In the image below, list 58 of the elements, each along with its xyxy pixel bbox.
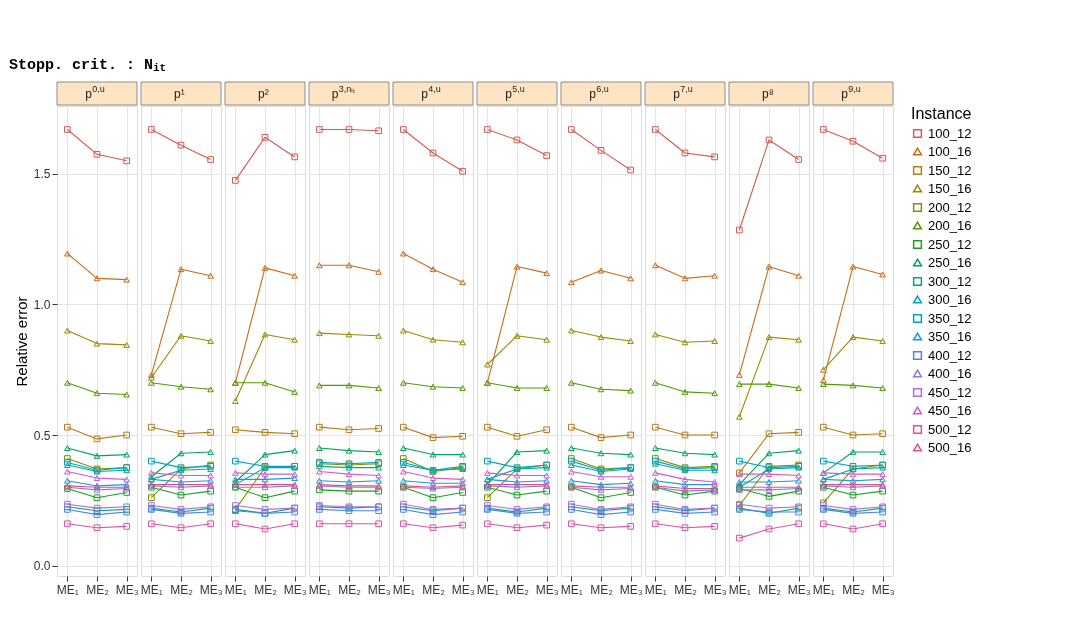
y-axis-title: Relative error [12, 296, 30, 387]
y-tick-label: 0.0 [33, 559, 51, 574]
legend-label: 100_16 [928, 143, 972, 159]
chart-subtitle: p⁸ [762, 87, 774, 101]
chart-subtitle: p² [258, 87, 269, 101]
x-tick-label: ME₃ [619, 582, 643, 597]
y-tick-label: 0.5 [33, 428, 51, 443]
legend-label: 150_12 [928, 162, 972, 178]
x-tick-label: ME₃ [535, 582, 559, 597]
x-tick-label: ME₃ [115, 582, 139, 597]
legend-label: 200_16 [928, 217, 972, 233]
legend-label: 350_12 [928, 310, 972, 326]
legend-label: 200_12 [928, 199, 972, 215]
legend-label: 400_12 [928, 347, 972, 363]
x-tick-label: ME₃ [871, 582, 895, 597]
x-tick-label: ME₂ [86, 582, 110, 597]
x-tick-label: ME₁ [644, 582, 667, 597]
legend-label: 350_16 [928, 328, 972, 344]
legend-label: 300_12 [928, 273, 972, 289]
x-tick-label: ME₁ [392, 582, 415, 597]
y-tick-label: 1.0 [33, 297, 51, 312]
x-tick-label: ME₃ [367, 582, 391, 597]
x-tick-label: ME₂ [842, 582, 866, 597]
legend-label: 500_12 [928, 421, 972, 437]
x-tick-label: ME₂ [338, 582, 362, 597]
chart-title: Stopp. crit. : Nit [9, 57, 167, 74]
x-tick-label: ME₃ [787, 582, 811, 597]
legend-label: 450_16 [928, 402, 972, 418]
legend-label: 250_16 [928, 254, 972, 270]
x-tick-label: ME₃ [451, 582, 475, 597]
legend-label: 300_16 [928, 291, 972, 307]
x-tick-label: ME₂ [254, 582, 278, 597]
legend-label: 500_16 [928, 439, 972, 455]
legend-label: 250_12 [928, 236, 972, 252]
x-tick-label: ME₁ [560, 582, 583, 597]
x-tick-label: ME₂ [422, 582, 446, 597]
x-tick-label: ME₂ [758, 582, 782, 597]
x-tick-label: ME₂ [674, 582, 698, 597]
x-tick-label: ME₁ [728, 582, 751, 597]
x-tick-label: ME₂ [506, 582, 530, 597]
y-tick-label: 1.5 [33, 167, 51, 182]
x-tick-label: ME₂ [170, 582, 194, 597]
legend-label: 150_16 [928, 180, 972, 196]
chart-subtitle: p¹ [174, 87, 185, 101]
x-tick-label: ME₃ [199, 582, 223, 597]
x-tick-label: ME₁ [224, 582, 247, 597]
legend-label: 450_12 [928, 384, 972, 400]
x-tick-label: ME₁ [476, 582, 499, 597]
x-tick-label: ME₁ [56, 582, 79, 597]
legend-title: Instance [911, 105, 972, 122]
x-tick-label: ME₁ [140, 582, 163, 597]
legend-label: 100_12 [928, 125, 972, 141]
x-tick-label: ME₃ [703, 582, 727, 597]
x-tick-label: ME₃ [283, 582, 307, 597]
legend-label: 400_16 [928, 365, 972, 381]
x-tick-label: ME₁ [812, 582, 835, 597]
x-tick-label: ME₁ [308, 582, 331, 597]
x-tick-label: ME₂ [590, 582, 614, 597]
